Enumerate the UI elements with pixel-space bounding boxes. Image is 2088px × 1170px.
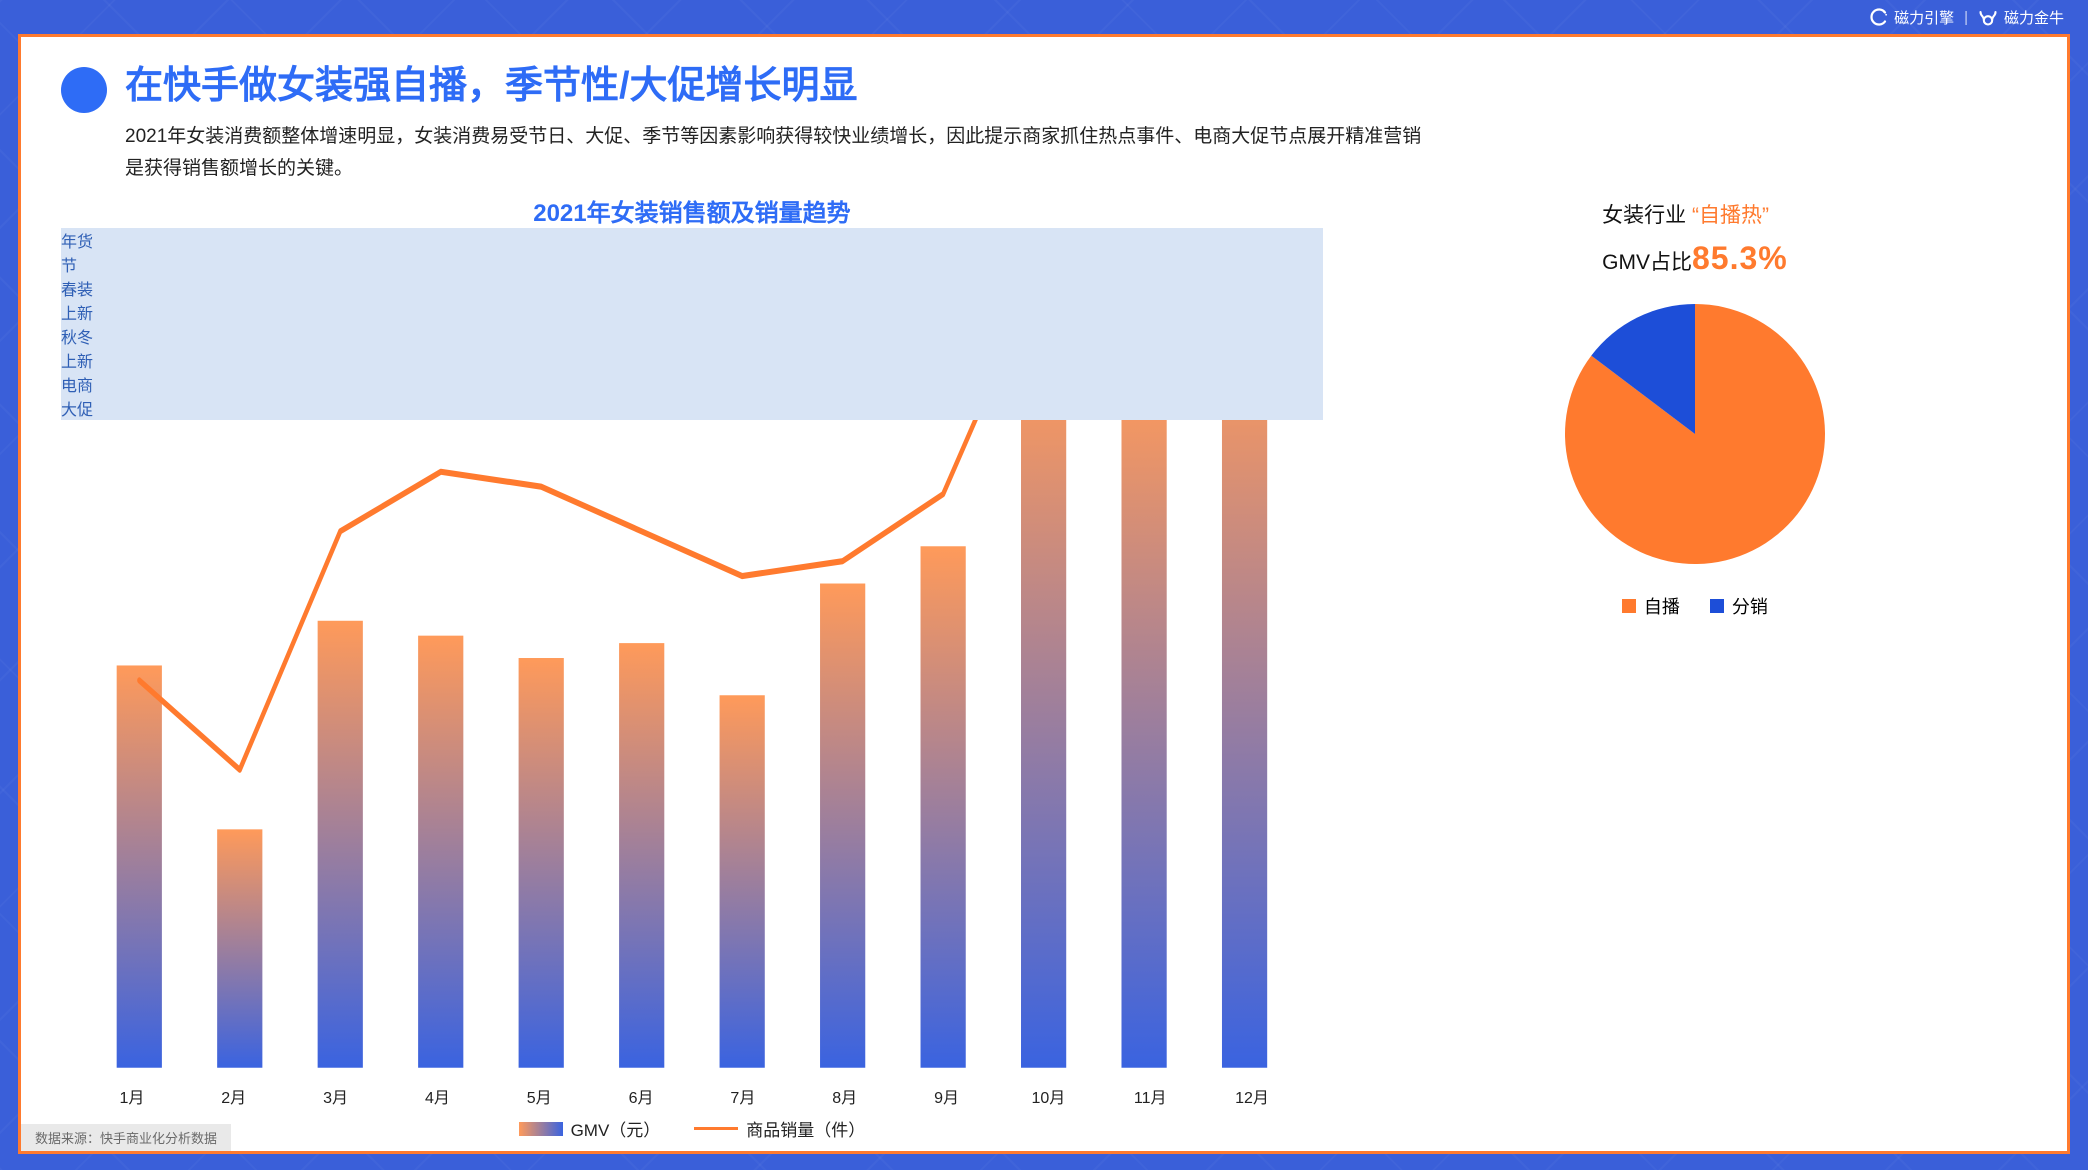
pie-legend-swatch [1622,599,1636,613]
header: 在快手做女装强自播，季节性/大促增长明显 2021年女装消费额整体增速明显，女装… [61,63,2027,185]
x-label: 11月 [1099,1084,1201,1108]
pie-chart-plot [1563,302,1827,571]
pie-legend-label: 分销 [1732,593,1768,619]
chart-callout: 电商大促 [61,372,1323,420]
x-label: 6月 [590,1084,692,1108]
pie-legend-label: 自播 [1644,593,1680,619]
bar-chart-panel: 2021年女装销售额及销量趋势 年货节春装上新秋冬上新电商大促 1月2月3月4月… [61,193,1323,1141]
x-label: 10月 [997,1084,1099,1108]
page-title: 在快手做女装强自播，季节性/大促增长明显 [125,63,1425,111]
pie-percent: 85.3% [1692,240,1788,276]
pie-heading-prefix: 女装行业 [1602,204,1686,227]
legend-gmv-label: GMV（元） [571,1116,661,1141]
chart-callout: 年货节 [61,228,1323,276]
legend-line-swatch [694,1127,738,1130]
x-label: 3月 [285,1084,387,1108]
brand-separator: | [1964,9,1968,26]
bar-chart-plot: 年货节春装上新秋冬上新电商大促 [61,228,1323,1080]
legend-line-label: 商品销量（件） [746,1116,865,1141]
x-label: 9月 [896,1084,998,1108]
pie-legend-swatch [1710,599,1724,613]
top-brand-bar: 磁力引擎 | 磁力金牛 [0,0,2088,34]
bar-chart-callouts: 年货节春装上新秋冬上新电商大促 [61,228,1323,1080]
content-frame: 在快手做女装强自播，季节性/大促增长明显 2021年女装消费额整体增速明显，女装… [18,34,2070,1154]
brand1-label: 磁力引擎 [1894,7,1954,28]
pie-legend-item: 分销 [1710,593,1768,619]
chart-callout: 秋冬上新 [61,324,1323,372]
bar-chart-title: 2021年女装销售额及销量趋势 [61,193,1323,228]
legend-gmv-swatch [519,1122,563,1136]
pie-chart-panel: 女装行业 “自播热” GMV占比85.3% 自播 分销 [1363,193,2027,1141]
x-label: 8月 [794,1084,896,1108]
title-bullet-icon [61,67,107,113]
brand-cili-yinqing: 磁力引擎 [1870,7,1954,28]
brand-c-icon [1870,8,1888,26]
x-label: 12月 [1201,1084,1303,1108]
chart-callout: 春装上新 [61,276,1323,324]
x-label: 2月 [183,1084,285,1108]
bar-chart-x-labels: 1月2月3月4月5月6月7月8月9月10月11月12月 [61,1080,1323,1108]
pie-heading-line2-prefix: GMV占比 [1602,251,1692,274]
pie-chart-legend: 自播 分销 [1622,593,1768,619]
page-subtitle: 2021年女装消费额整体增速明显，女装消费易受节日、大促、季节等因素影响获得较快… [125,121,1425,186]
pie-chart-svg [1563,302,1827,566]
bar-chart-legend: GMV（元） 商品销量（件） [61,1116,1323,1141]
brand-bull-icon [1978,8,1998,26]
pie-heading: 女装行业 “自播热” GMV占比85.3% [1602,199,1788,284]
x-label: 7月 [692,1084,794,1108]
x-label: 1月 [81,1084,183,1108]
x-label: 4月 [386,1084,488,1108]
legend-gmv: GMV（元） [519,1116,661,1141]
brand-cili-jinniu: 磁力金牛 [1978,7,2064,28]
pie-legend-item: 自播 [1622,593,1680,619]
charts-row: 2021年女装销售额及销量趋势 年货节春装上新秋冬上新电商大促 1月2月3月4月… [61,193,2027,1141]
data-source-footer: 数据来源：快手商业化分析数据 [21,1124,231,1151]
brand2-label: 磁力金牛 [2004,7,2064,28]
legend-line: 商品销量（件） [694,1116,865,1141]
pie-heading-quote: “自播热” [1692,204,1769,227]
x-label: 5月 [488,1084,590,1108]
